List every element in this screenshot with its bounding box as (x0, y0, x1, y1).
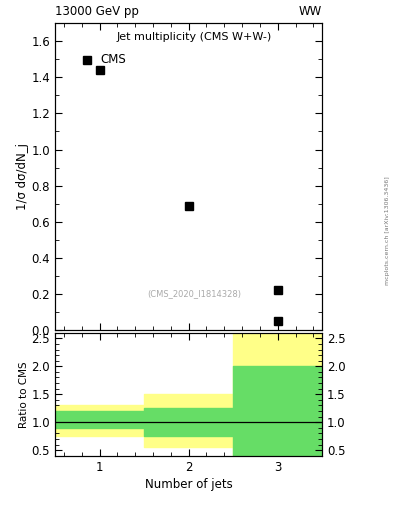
Text: Jet multiplicity (CMS W+W-): Jet multiplicity (CMS W+W-) (116, 32, 272, 42)
Text: mcplots.cern.ch [arXiv:1306.3436]: mcplots.cern.ch [arXiv:1306.3436] (385, 176, 389, 285)
Text: WW: WW (299, 5, 322, 18)
Text: CMS: CMS (101, 53, 126, 67)
Text: (CMS_2020_I1814328): (CMS_2020_I1814328) (147, 289, 241, 298)
Y-axis label: Ratio to CMS: Ratio to CMS (19, 361, 29, 428)
X-axis label: Number of jets: Number of jets (145, 478, 233, 490)
Y-axis label: 1/σ dσ/dN_j: 1/σ dσ/dN_j (16, 143, 29, 210)
Text: 13000 GeV pp: 13000 GeV pp (55, 5, 139, 18)
